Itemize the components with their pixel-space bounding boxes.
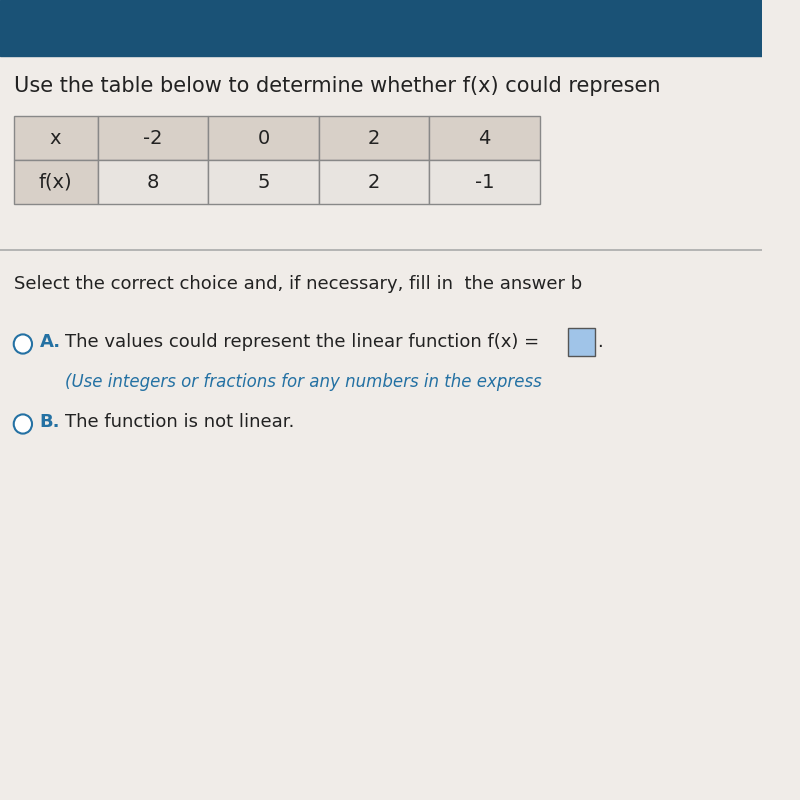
Text: B.: B.	[40, 414, 60, 431]
Text: 0: 0	[258, 129, 270, 147]
Text: f(x): f(x)	[39, 173, 73, 191]
Text: (Use integers or fractions for any numbers in the express: (Use integers or fractions for any numbe…	[65, 374, 542, 391]
Text: Use the table below to determine whether f(x) could represen: Use the table below to determine whether…	[14, 76, 660, 96]
Text: .: .	[597, 334, 602, 351]
Text: A.: A.	[40, 334, 61, 351]
Bar	[14, 116, 98, 160]
Bar	[429, 116, 540, 160]
Text: The function is not linear.: The function is not linear.	[65, 414, 294, 431]
Text: Select the correct choice and, if necessary, fill in  the answer b: Select the correct choice and, if necess…	[14, 275, 582, 293]
Text: 8: 8	[146, 173, 159, 191]
Bar	[0, 0, 762, 56]
Bar	[318, 160, 429, 204]
Bar	[98, 116, 208, 160]
Bar	[98, 160, 208, 204]
Text: 2: 2	[368, 173, 380, 191]
Text: 5: 5	[257, 173, 270, 191]
Bar	[208, 160, 318, 204]
Bar	[568, 328, 594, 356]
Bar	[208, 116, 318, 160]
Bar	[14, 160, 98, 204]
Circle shape	[14, 334, 32, 354]
Text: The values could represent the linear function f(x) =: The values could represent the linear fu…	[65, 334, 539, 351]
Text: -2: -2	[143, 129, 162, 147]
Text: x: x	[50, 129, 62, 147]
Text: -1: -1	[474, 173, 494, 191]
Circle shape	[14, 414, 32, 434]
Text: 2: 2	[368, 129, 380, 147]
Bar	[318, 116, 429, 160]
Bar	[429, 160, 540, 204]
Text: 4: 4	[478, 129, 490, 147]
